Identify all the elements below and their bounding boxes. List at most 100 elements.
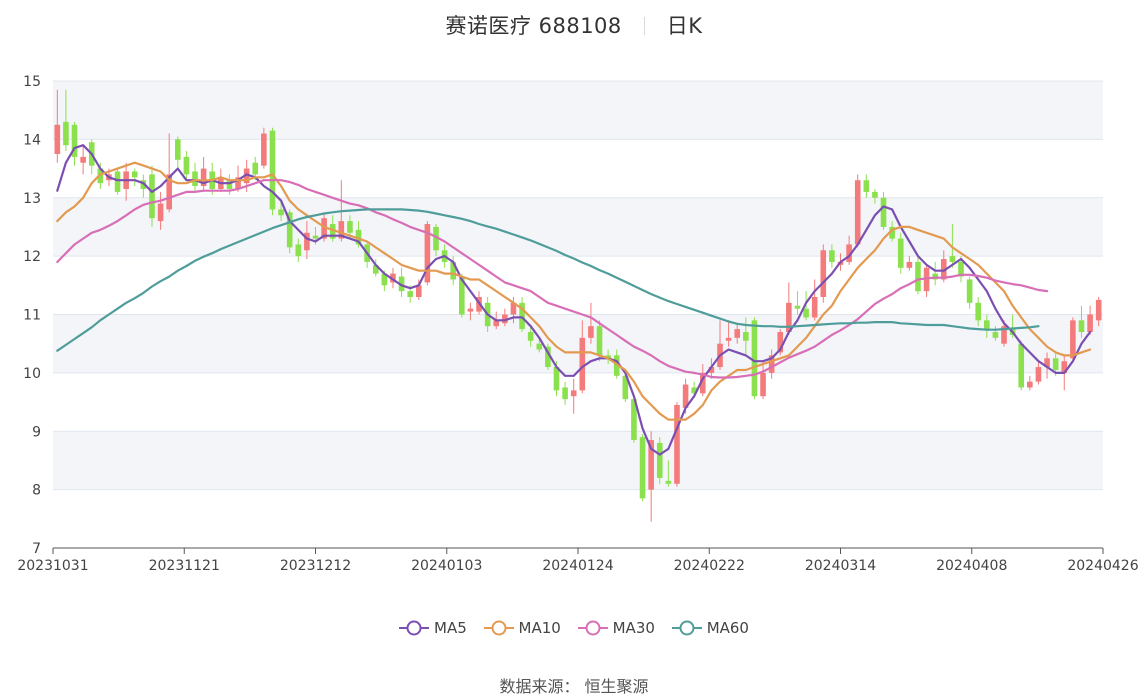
legend-label-ma30: MA30 bbox=[612, 619, 655, 637]
candle-body bbox=[545, 346, 551, 368]
plot-band bbox=[53, 431, 1103, 490]
candle-body bbox=[519, 302, 525, 330]
candle-body bbox=[622, 375, 629, 400]
candle-body bbox=[639, 437, 646, 499]
candle-body bbox=[321, 218, 327, 239]
candle bbox=[54, 89, 61, 163]
candle-body bbox=[768, 355, 775, 373]
x-tick-label: 20240426 bbox=[1067, 558, 1138, 574]
candle bbox=[527, 326, 534, 347]
candle bbox=[751, 317, 758, 400]
candle-body bbox=[648, 440, 654, 490]
series-line-ma5 bbox=[56, 144, 1092, 456]
candle-body bbox=[570, 390, 577, 397]
candle-body bbox=[562, 387, 568, 400]
candle-body bbox=[811, 296, 818, 318]
candle bbox=[1070, 317, 1076, 362]
candle-body bbox=[743, 332, 749, 341]
candle-body bbox=[932, 273, 938, 280]
plot-background bbox=[53, 81, 1103, 490]
chart-title: 赛诺医疗 688108 日K bbox=[0, 10, 1148, 40]
candle-body bbox=[450, 261, 457, 280]
candle bbox=[372, 259, 379, 277]
candle-body bbox=[424, 224, 431, 283]
candle bbox=[803, 291, 809, 321]
candle-body bbox=[613, 355, 620, 376]
candle-body bbox=[433, 226, 439, 251]
candle bbox=[157, 191, 164, 230]
legend-item-ma10[interactable]: MA10 bbox=[483, 619, 561, 637]
candle-body bbox=[355, 229, 362, 245]
candle-body bbox=[149, 174, 155, 219]
candle bbox=[734, 323, 741, 344]
candle-body bbox=[794, 305, 801, 309]
candle-body bbox=[286, 212, 293, 248]
candle-body bbox=[846, 244, 852, 262]
candle-body bbox=[459, 276, 465, 315]
candle bbox=[1087, 305, 1093, 335]
legend-item-ma30[interactable]: MA30 bbox=[577, 619, 655, 637]
candle-body bbox=[252, 162, 259, 175]
candle-body bbox=[579, 337, 586, 391]
candle bbox=[390, 267, 396, 289]
x-tick-label: 20231121 bbox=[149, 558, 220, 574]
candle-body bbox=[1052, 358, 1059, 370]
candle bbox=[536, 337, 543, 353]
candle bbox=[261, 127, 267, 169]
candle bbox=[1044, 352, 1050, 379]
candle-body bbox=[958, 261, 964, 277]
candle-body bbox=[1095, 299, 1102, 321]
candle-body bbox=[1061, 361, 1068, 373]
candle bbox=[218, 168, 224, 192]
candle-body bbox=[114, 171, 121, 192]
candle bbox=[579, 320, 586, 394]
candle-body bbox=[131, 171, 138, 178]
candle-body bbox=[536, 343, 543, 350]
candle-body bbox=[897, 238, 904, 268]
x-tick-label: 20240222 bbox=[674, 558, 745, 574]
y-tick-label: 15 bbox=[23, 74, 41, 90]
candle-body bbox=[192, 171, 198, 187]
candle-body bbox=[200, 168, 207, 187]
candle bbox=[286, 209, 293, 254]
candle bbox=[502, 308, 508, 327]
candle-body bbox=[347, 221, 353, 233]
candle bbox=[984, 314, 990, 338]
candle bbox=[897, 232, 904, 274]
candle-body bbox=[596, 326, 603, 356]
candle bbox=[725, 320, 732, 347]
x-tick-label: 20231212 bbox=[280, 558, 351, 574]
candle-body bbox=[699, 372, 706, 394]
candle bbox=[63, 89, 69, 152]
legend-item-ma60[interactable]: MA60 bbox=[671, 619, 749, 637]
candle bbox=[605, 349, 611, 365]
candle-body bbox=[1070, 320, 1076, 359]
chart-legend: MA5 MA10 MA30 MA60 bbox=[0, 619, 1148, 640]
candle-body bbox=[166, 174, 172, 210]
candle bbox=[1027, 375, 1033, 391]
candle bbox=[71, 121, 78, 166]
stock-name-code: 赛诺医疗 688108 bbox=[445, 14, 622, 38]
candle-body bbox=[880, 197, 887, 227]
candle bbox=[631, 396, 637, 443]
y-tick-label: 8 bbox=[32, 483, 41, 499]
candle-body bbox=[829, 250, 835, 262]
x-axis: 20231031 20231121 20231212 20240103 20240124… bbox=[17, 547, 1139, 574]
candle-body bbox=[725, 337, 732, 341]
candle-body bbox=[682, 384, 689, 408]
candle-body bbox=[863, 180, 870, 192]
candle bbox=[278, 200, 284, 222]
series-line-ma30 bbox=[56, 179, 1049, 379]
plot-band bbox=[53, 81, 1103, 140]
candle bbox=[80, 145, 86, 175]
candle bbox=[329, 215, 336, 242]
x-tick-label: 20240408 bbox=[936, 558, 1007, 574]
candle bbox=[510, 296, 517, 324]
candle bbox=[880, 191, 887, 230]
candle bbox=[656, 437, 663, 484]
y-tick-label: 11 bbox=[23, 308, 41, 324]
legend-marker-ma60 bbox=[671, 620, 702, 636]
candle bbox=[915, 256, 921, 295]
legend-item-ma5[interactable]: MA5 bbox=[399, 619, 467, 637]
